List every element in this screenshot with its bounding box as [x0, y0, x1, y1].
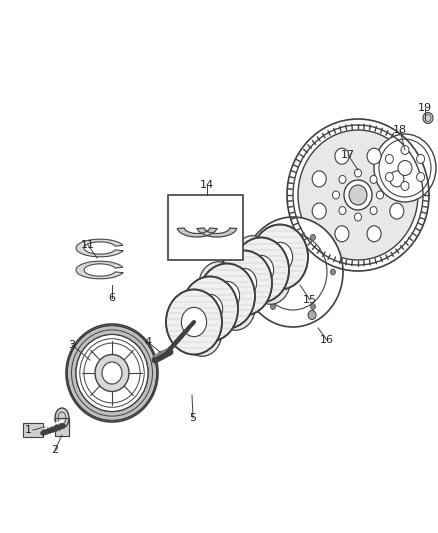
Ellipse shape [268, 243, 293, 272]
Ellipse shape [231, 269, 257, 297]
Ellipse shape [233, 236, 272, 281]
Ellipse shape [385, 173, 393, 182]
Ellipse shape [67, 326, 157, 421]
Ellipse shape [398, 160, 412, 175]
Ellipse shape [182, 311, 222, 356]
Ellipse shape [312, 203, 326, 219]
Text: 4: 4 [145, 337, 152, 347]
Ellipse shape [76, 335, 148, 411]
Polygon shape [185, 298, 219, 333]
Ellipse shape [401, 146, 409, 155]
Ellipse shape [216, 285, 255, 330]
Ellipse shape [298, 130, 418, 260]
Ellipse shape [248, 255, 274, 285]
Ellipse shape [312, 171, 326, 187]
FancyBboxPatch shape [23, 423, 43, 437]
Polygon shape [253, 245, 288, 281]
Text: 2: 2 [51, 445, 59, 455]
Ellipse shape [214, 281, 240, 311]
Polygon shape [236, 259, 269, 294]
Polygon shape [76, 261, 123, 279]
Ellipse shape [95, 354, 129, 392]
Ellipse shape [251, 269, 255, 275]
Polygon shape [201, 285, 236, 320]
Ellipse shape [216, 251, 272, 316]
Ellipse shape [349, 185, 367, 205]
Ellipse shape [102, 362, 122, 384]
Ellipse shape [335, 148, 349, 164]
Text: 5: 5 [190, 413, 197, 423]
Ellipse shape [199, 263, 255, 328]
Ellipse shape [390, 171, 404, 187]
Ellipse shape [370, 175, 377, 183]
Ellipse shape [166, 289, 222, 354]
Ellipse shape [339, 207, 346, 215]
Ellipse shape [335, 226, 349, 242]
Text: 6: 6 [109, 293, 116, 303]
Ellipse shape [243, 217, 343, 327]
Bar [168, 195, 243, 260]
Polygon shape [158, 351, 170, 355]
Ellipse shape [271, 304, 276, 310]
Polygon shape [219, 272, 252, 307]
Polygon shape [197, 228, 237, 237]
Text: 3: 3 [68, 340, 75, 350]
Ellipse shape [199, 262, 238, 307]
Ellipse shape [55, 408, 69, 428]
Ellipse shape [417, 155, 424, 164]
Ellipse shape [390, 203, 404, 219]
Ellipse shape [354, 213, 361, 221]
Polygon shape [55, 418, 69, 436]
Ellipse shape [367, 226, 381, 242]
Ellipse shape [311, 304, 315, 310]
Ellipse shape [181, 308, 207, 337]
Text: 18: 18 [393, 125, 407, 135]
Ellipse shape [417, 173, 424, 182]
Text: 1: 1 [25, 425, 32, 435]
Ellipse shape [331, 269, 336, 275]
Polygon shape [177, 228, 217, 237]
Ellipse shape [401, 182, 409, 190]
Ellipse shape [308, 311, 316, 319]
Ellipse shape [66, 324, 158, 422]
Ellipse shape [377, 191, 384, 199]
Ellipse shape [354, 169, 361, 177]
Ellipse shape [385, 155, 393, 164]
Ellipse shape [252, 224, 308, 289]
Ellipse shape [182, 277, 238, 342]
Text: 11: 11 [81, 240, 95, 250]
Ellipse shape [344, 180, 372, 210]
Ellipse shape [198, 294, 223, 324]
Ellipse shape [311, 235, 315, 240]
Ellipse shape [233, 238, 289, 303]
Text: 17: 17 [341, 150, 355, 160]
Ellipse shape [339, 175, 346, 183]
Ellipse shape [251, 259, 290, 304]
Text: 14: 14 [200, 180, 214, 190]
Text: 16: 16 [320, 335, 334, 345]
Ellipse shape [423, 112, 433, 124]
Text: 15: 15 [303, 295, 317, 305]
Text: 19: 19 [418, 103, 432, 113]
Polygon shape [76, 239, 123, 257]
Ellipse shape [271, 235, 276, 240]
Ellipse shape [374, 134, 436, 202]
Ellipse shape [332, 191, 339, 199]
Ellipse shape [370, 207, 377, 215]
Ellipse shape [367, 148, 381, 164]
